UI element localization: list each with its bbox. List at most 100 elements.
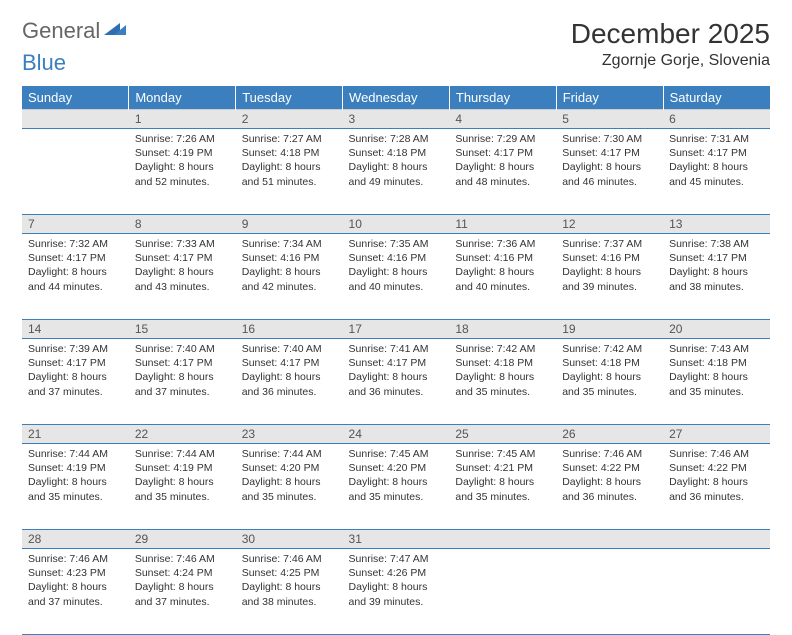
sunset-line: Sunset: 4:26 PM	[349, 566, 444, 580]
day-cell: Sunrise: 7:45 AMSunset: 4:20 PMDaylight:…	[343, 444, 450, 530]
sunset-line: Sunset: 4:17 PM	[669, 251, 764, 265]
sunrise-line: Sunrise: 7:46 AM	[135, 552, 230, 566]
day-cell: Sunrise: 7:42 AMSunset: 4:18 PMDaylight:…	[449, 339, 556, 425]
day-cell: Sunrise: 7:47 AMSunset: 4:26 PMDaylight:…	[343, 549, 450, 635]
daylight-line: Daylight: 8 hours and 36 minutes.	[242, 370, 337, 398]
day-number: 23	[236, 425, 343, 444]
daylight-line: Daylight: 8 hours and 52 minutes.	[135, 160, 230, 188]
day-cell	[556, 549, 663, 635]
day-number: 26	[556, 425, 663, 444]
day-number	[663, 530, 770, 549]
sunrise-line: Sunrise: 7:32 AM	[28, 237, 123, 251]
sunset-line: Sunset: 4:22 PM	[562, 461, 657, 475]
sunset-line: Sunset: 4:16 PM	[455, 251, 550, 265]
day-cell: Sunrise: 7:45 AMSunset: 4:21 PMDaylight:…	[449, 444, 556, 530]
day-number: 12	[556, 215, 663, 234]
sunrise-line: Sunrise: 7:26 AM	[135, 132, 230, 146]
sunset-line: Sunset: 4:18 PM	[455, 356, 550, 370]
day-content-row: Sunrise: 7:44 AMSunset: 4:19 PMDaylight:…	[22, 444, 770, 530]
day-number: 11	[449, 215, 556, 234]
sunset-line: Sunset: 4:18 PM	[242, 146, 337, 160]
day-number-row: 123456	[22, 110, 770, 129]
day-number	[556, 530, 663, 549]
daylight-line: Daylight: 8 hours and 37 minutes.	[28, 370, 123, 398]
day-cell	[22, 129, 129, 215]
day-cell: Sunrise: 7:39 AMSunset: 4:17 PMDaylight:…	[22, 339, 129, 425]
day-number: 28	[22, 530, 129, 549]
daylight-line: Daylight: 8 hours and 39 minutes.	[349, 580, 444, 608]
sunrise-line: Sunrise: 7:34 AM	[242, 237, 337, 251]
day-number: 7	[22, 215, 129, 234]
sunset-line: Sunset: 4:17 PM	[135, 251, 230, 265]
day-cell: Sunrise: 7:32 AMSunset: 4:17 PMDaylight:…	[22, 234, 129, 320]
daylight-line: Daylight: 8 hours and 36 minutes.	[562, 475, 657, 503]
day-number: 8	[129, 215, 236, 234]
day-cell: Sunrise: 7:41 AMSunset: 4:17 PMDaylight:…	[343, 339, 450, 425]
day-cell: Sunrise: 7:27 AMSunset: 4:18 PMDaylight:…	[236, 129, 343, 215]
day-number: 14	[22, 320, 129, 339]
sunset-line: Sunset: 4:17 PM	[349, 356, 444, 370]
day-number: 4	[449, 110, 556, 129]
day-number: 3	[343, 110, 450, 129]
day-cell: Sunrise: 7:34 AMSunset: 4:16 PMDaylight:…	[236, 234, 343, 320]
calendar-weekday-header: SundayMondayTuesdayWednesdayThursdayFrid…	[22, 86, 770, 110]
daylight-line: Daylight: 8 hours and 35 minutes.	[562, 370, 657, 398]
day-cell: Sunrise: 7:46 AMSunset: 4:24 PMDaylight:…	[129, 549, 236, 635]
day-cell: Sunrise: 7:46 AMSunset: 4:22 PMDaylight:…	[556, 444, 663, 530]
daylight-line: Daylight: 8 hours and 36 minutes.	[669, 475, 764, 503]
sunrise-line: Sunrise: 7:45 AM	[349, 447, 444, 461]
daylight-line: Daylight: 8 hours and 35 minutes.	[242, 475, 337, 503]
day-number-row: 78910111213	[22, 215, 770, 234]
daylight-line: Daylight: 8 hours and 36 minutes.	[349, 370, 444, 398]
day-number: 24	[343, 425, 450, 444]
day-cell: Sunrise: 7:30 AMSunset: 4:17 PMDaylight:…	[556, 129, 663, 215]
day-number: 13	[663, 215, 770, 234]
sunset-line: Sunset: 4:17 PM	[669, 146, 764, 160]
day-cell: Sunrise: 7:38 AMSunset: 4:17 PMDaylight:…	[663, 234, 770, 320]
day-cell: Sunrise: 7:43 AMSunset: 4:18 PMDaylight:…	[663, 339, 770, 425]
day-number: 2	[236, 110, 343, 129]
day-number: 27	[663, 425, 770, 444]
sunrise-line: Sunrise: 7:46 AM	[562, 447, 657, 461]
daylight-line: Daylight: 8 hours and 35 minutes.	[455, 370, 550, 398]
sunrise-line: Sunrise: 7:44 AM	[135, 447, 230, 461]
day-cell: Sunrise: 7:46 AMSunset: 4:22 PMDaylight:…	[663, 444, 770, 530]
daylight-line: Daylight: 8 hours and 39 minutes.	[562, 265, 657, 293]
day-number: 30	[236, 530, 343, 549]
sunset-line: Sunset: 4:17 PM	[28, 251, 123, 265]
day-content-row: Sunrise: 7:26 AMSunset: 4:19 PMDaylight:…	[22, 129, 770, 215]
day-number: 20	[663, 320, 770, 339]
sunrise-line: Sunrise: 7:27 AM	[242, 132, 337, 146]
day-cell: Sunrise: 7:31 AMSunset: 4:17 PMDaylight:…	[663, 129, 770, 215]
sunset-line: Sunset: 4:19 PM	[135, 461, 230, 475]
daylight-line: Daylight: 8 hours and 37 minutes.	[135, 370, 230, 398]
sunrise-line: Sunrise: 7:30 AM	[562, 132, 657, 146]
day-cell: Sunrise: 7:46 AMSunset: 4:25 PMDaylight:…	[236, 549, 343, 635]
logo-text-blue: Blue	[22, 50, 66, 76]
day-number: 9	[236, 215, 343, 234]
day-number: 18	[449, 320, 556, 339]
logo: General	[22, 18, 128, 44]
day-number: 29	[129, 530, 236, 549]
sunrise-line: Sunrise: 7:39 AM	[28, 342, 123, 356]
sunset-line: Sunset: 4:18 PM	[349, 146, 444, 160]
daylight-line: Daylight: 8 hours and 45 minutes.	[669, 160, 764, 188]
sunrise-line: Sunrise: 7:40 AM	[135, 342, 230, 356]
sunrise-line: Sunrise: 7:44 AM	[28, 447, 123, 461]
daylight-line: Daylight: 8 hours and 42 minutes.	[242, 265, 337, 293]
sunset-line: Sunset: 4:24 PM	[135, 566, 230, 580]
sunset-line: Sunset: 4:17 PM	[28, 356, 123, 370]
weekday-header: Tuesday	[236, 86, 343, 110]
day-cell: Sunrise: 7:42 AMSunset: 4:18 PMDaylight:…	[556, 339, 663, 425]
sunrise-line: Sunrise: 7:28 AM	[349, 132, 444, 146]
sunset-line: Sunset: 4:17 PM	[135, 356, 230, 370]
day-cell: Sunrise: 7:28 AMSunset: 4:18 PMDaylight:…	[343, 129, 450, 215]
day-cell: Sunrise: 7:46 AMSunset: 4:23 PMDaylight:…	[22, 549, 129, 635]
day-content-row: Sunrise: 7:46 AMSunset: 4:23 PMDaylight:…	[22, 549, 770, 635]
sunset-line: Sunset: 4:22 PM	[669, 461, 764, 475]
weekday-header: Saturday	[663, 86, 770, 110]
day-cell: Sunrise: 7:36 AMSunset: 4:16 PMDaylight:…	[449, 234, 556, 320]
day-number: 17	[343, 320, 450, 339]
day-cell: Sunrise: 7:37 AMSunset: 4:16 PMDaylight:…	[556, 234, 663, 320]
day-number: 21	[22, 425, 129, 444]
